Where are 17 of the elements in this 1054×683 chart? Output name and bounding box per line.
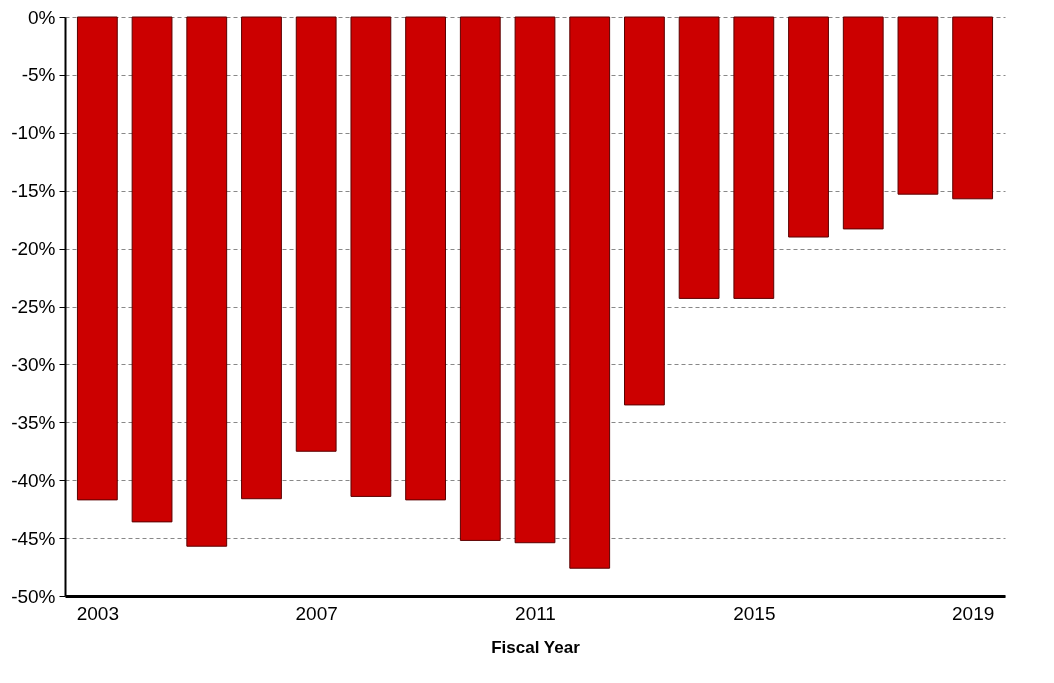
y-tick-label: -5% [21, 64, 56, 86]
y-tick-label: -20% [11, 238, 56, 260]
y-tick-label: -45% [11, 527, 56, 549]
x-tick-label: 2007 [295, 602, 338, 624]
y-tick-label: 0% [28, 6, 56, 28]
y-tick-label: -25% [11, 296, 56, 317]
y-tick-label: -50% [11, 585, 56, 607]
x-tick-label: 2015 [733, 602, 776, 624]
x-tick-label: 2011 [515, 602, 556, 624]
y-tick-label: -10% [11, 122, 56, 144]
y-tick-label: -40% [11, 469, 56, 491]
x-tick-label: 2019 [952, 602, 995, 624]
x-axis-title: Fiscal Year [491, 637, 581, 657]
y-tick-label: -30% [11, 353, 56, 375]
y-tick-label: -15% [11, 180, 56, 202]
y-tick-label: -35% [11, 411, 56, 433]
x-tick-label: 2003 [76, 602, 119, 624]
